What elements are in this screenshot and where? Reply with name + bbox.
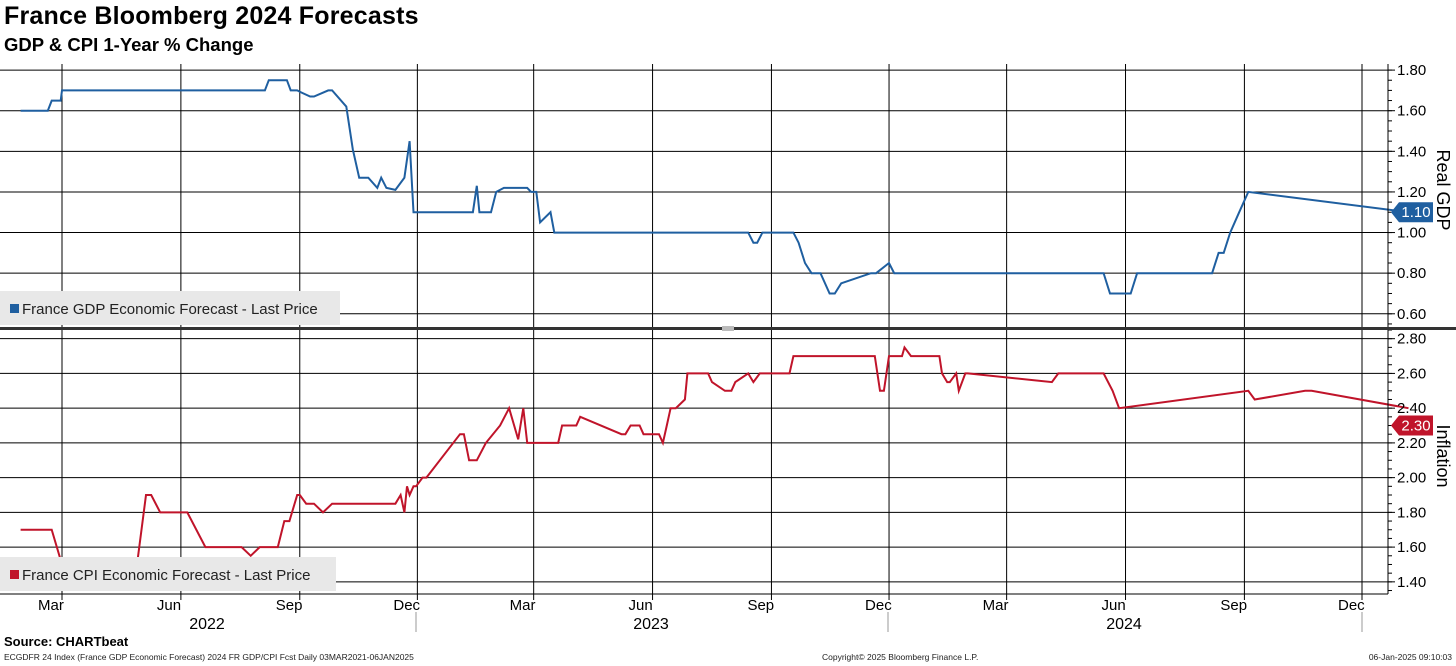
- legend-swatch-cpi: [10, 570, 19, 579]
- series-line-gdp: [20, 79, 1409, 295]
- y-tick-label: 1.80: [1397, 504, 1426, 521]
- legend-label-cpi: France CPI Economic Forecast - Last Pric…: [22, 567, 310, 584]
- y-tick-label: 1.40: [1397, 574, 1426, 591]
- legend-swatch-gdp: [10, 304, 19, 313]
- y-tick-label: 1.20: [1397, 184, 1426, 201]
- legend-box: [0, 291, 340, 325]
- x-tick-label: Sep: [1220, 597, 1247, 614]
- y-tick-label: 2.80: [1397, 331, 1426, 348]
- axis-layer: 1.80 1.60 1.40 1.20 1.00 0.80 0.60 Real GDP1.10…: [0, 62, 1456, 633]
- panel-resize-handle: [722, 326, 734, 331]
- x-tick-label: Dec: [1338, 597, 1365, 614]
- legend-label-gdp: France GDP Economic Forecast - Last Pric…: [22, 301, 318, 318]
- y-tick-label: 1.40: [1397, 143, 1426, 160]
- y-tick-label: 2.00: [1397, 470, 1426, 487]
- x-tick-label: Sep: [276, 597, 303, 614]
- x-tick-label: Jun: [1102, 597, 1126, 614]
- y-axis-title-real-gdp: Real GDP: [1433, 149, 1453, 230]
- chart-title: France Bloomberg 2024 Forecasts: [4, 2, 419, 30]
- footer-copyright: Copyright© 2025 Bloomberg Finance L.P.: [822, 652, 979, 662]
- y-axis-title-inflation: Inflation: [1433, 424, 1453, 487]
- series-line-cpi: [20, 345, 1409, 566]
- y-tick-label: 1.60: [1397, 103, 1426, 120]
- grid-layer: [0, 64, 1388, 594]
- last-value-badge-cpi: [1391, 415, 1433, 436]
- chart-subtitle: GDP & CPI 1-Year % Change: [4, 34, 254, 55]
- legend-layer: France GDP Economic Forecast - Last Pric…: [0, 291, 340, 591]
- x-tick-label: Dec: [865, 597, 892, 614]
- y-tick-label: 2.20: [1397, 435, 1426, 452]
- x-year-label: 2024: [1106, 616, 1142, 633]
- legend-box: [0, 557, 336, 591]
- source-note: Source: CHARTbeat: [4, 634, 129, 649]
- y-tick-label: 2.40: [1397, 400, 1426, 417]
- x-tick-label: Sep: [747, 597, 774, 614]
- y-tick-label: 1.00: [1397, 225, 1426, 242]
- x-tick-label: Mar: [983, 597, 1009, 614]
- series-layer: [20, 79, 1409, 566]
- last-value-label: 2.30: [1401, 418, 1430, 435]
- y-tick-label: 1.60: [1397, 539, 1426, 556]
- y-tick-label: 0.80: [1397, 265, 1426, 282]
- x-year-label: 2022: [189, 616, 225, 633]
- y-tick-label: 0.60: [1397, 306, 1426, 323]
- footer-timestamp: 06-Jan-2025 09:10:03: [1368, 652, 1452, 662]
- x-tick-label: Jun: [157, 597, 181, 614]
- x-tick-label: Dec: [393, 597, 420, 614]
- y-tick-label: 1.80: [1397, 62, 1426, 79]
- x-tick-label: Mar: [510, 597, 536, 614]
- x-year-label: 2023: [633, 616, 669, 633]
- last-value-badge-gdp: [1391, 202, 1433, 223]
- x-tick-label: Jun: [629, 597, 653, 614]
- y-tick-label: 2.60: [1397, 365, 1426, 382]
- last-value-label: 1.10: [1401, 204, 1430, 221]
- x-tick-label: Mar: [38, 597, 64, 614]
- footer-ticker-info: ECGDFR 24 Index (France GDP Economic For…: [4, 652, 414, 662]
